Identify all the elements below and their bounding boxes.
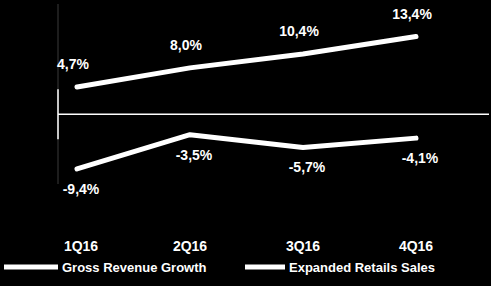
data-label: 13,4% <box>392 6 432 22</box>
legend-label: Expanded Retails Sales <box>289 260 435 275</box>
series-line <box>77 135 416 169</box>
data-label: -5,7% <box>289 159 326 175</box>
x-tick-label: 2Q16 <box>173 238 207 254</box>
x-tick-label: 3Q16 <box>286 238 320 254</box>
y-axis-line <box>58 4 59 184</box>
legend-swatch <box>4 265 58 270</box>
x-tick-label: 1Q16 <box>64 238 98 254</box>
data-label: -9,4% <box>63 181 100 197</box>
series-group <box>77 37 416 169</box>
data-label: 8,0% <box>170 37 202 53</box>
y-tick <box>57 89 59 139</box>
data-label: 10,4% <box>279 23 319 39</box>
data-label: -3,5% <box>176 147 213 163</box>
series-line <box>77 37 416 88</box>
chart: 4,7% 8,0% 10,4% 13,4% -9,4% -3,5% -5,7% -4,1% 1Q… <box>0 0 491 286</box>
data-label: 4,7% <box>57 56 89 72</box>
legend-label: Gross Revenue Growth <box>62 260 207 275</box>
baseline <box>58 114 489 116</box>
data-label: -4,1% <box>402 150 439 166</box>
legend-swatch <box>245 265 285 270</box>
x-tick-label: 4Q16 <box>399 238 433 254</box>
